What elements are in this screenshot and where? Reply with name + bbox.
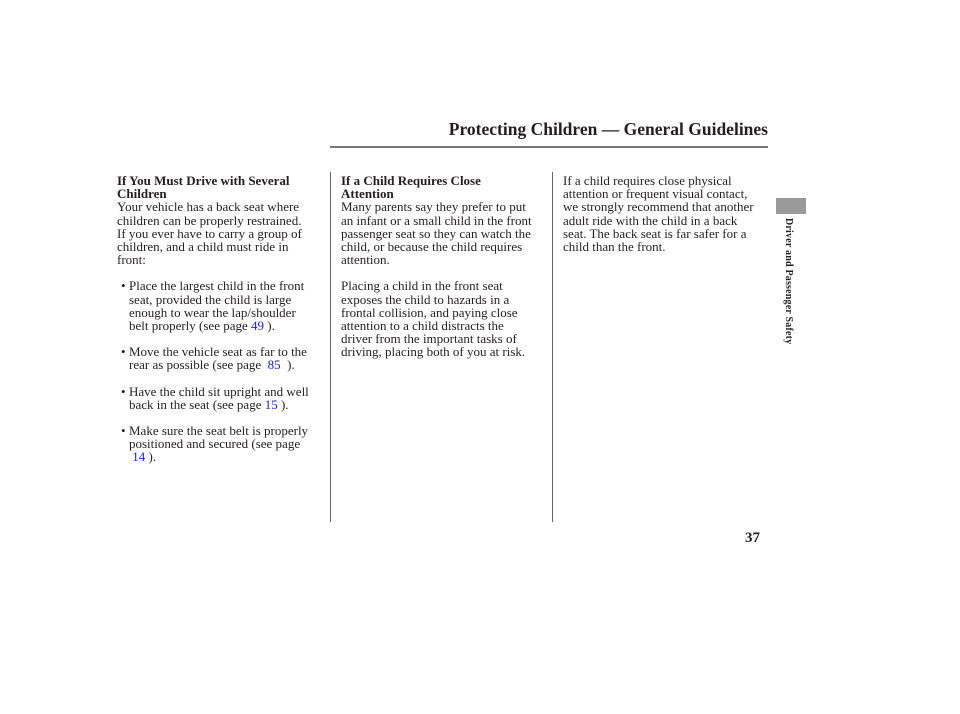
column-divider (552, 172, 554, 522)
text-line: Many parents say they prefer to put (341, 199, 526, 215)
page-title: Protecting Children — General Guidelines (448, 119, 768, 139)
text-line: driver from the important tasks of (341, 331, 517, 347)
text-line: If a child requires close physical (563, 173, 732, 188)
section-label: Driver and Passenger Safety (783, 218, 794, 345)
text-line: seat, provided the child is large (129, 291, 292, 307)
bullet-item: • Make sure the seat belt is properly posi… (117, 424, 309, 464)
text: ). (280, 357, 295, 373)
text-line: we strongly recommend that another (563, 199, 754, 215)
text-line: an infant or a small child in the front (341, 212, 532, 228)
text-line: children can be properly restrained. (117, 212, 302, 228)
page-number: 37 (745, 530, 760, 546)
column-divider (330, 172, 332, 522)
text-line: attention. (341, 252, 390, 268)
text-line: passenger seat so they can watch the (341, 225, 531, 241)
text-line: Your vehicle has a back seat where (117, 199, 300, 215)
text-line: Placing a child in the front seat (341, 278, 503, 294)
bullet-icon: • (121, 344, 126, 360)
text-line: Make sure the seat belt is properly (129, 423, 309, 439)
spacer (117, 372, 309, 385)
text-line: child, or because the child requires (341, 239, 523, 255)
text: back in the seat (see page (129, 396, 265, 412)
text-line: back in the seat (see page 15 ). (129, 398, 309, 411)
bullet-icon: • (121, 423, 126, 439)
text: belt properly (see page (129, 318, 252, 334)
bullet-icon: • (121, 278, 126, 294)
section-heading: If a Child Requires Close (341, 173, 481, 188)
text-line: Move the vehicle seat as far to the (129, 344, 307, 360)
text: ). (277, 396, 289, 412)
header-rule (330, 146, 768, 148)
bullet-item: • Move the vehicle seat as far to the rear… (117, 344, 309, 372)
text-line: attention or frequent visual contact, (563, 186, 748, 202)
text-line: driving, placing both of you at risk. (341, 344, 526, 360)
text-line: exposes the child to hazards in a (341, 291, 510, 307)
section-heading: Children (117, 186, 167, 202)
text: ). (264, 318, 275, 334)
page-link[interactable]: 14 (132, 449, 146, 465)
text-line: rear as possible (see page 85 ). (129, 358, 309, 371)
text-line: If you ever have to carry a group of (117, 225, 302, 241)
section-tab-marker (776, 198, 806, 214)
text-line: Place the largest child in the front (129, 278, 305, 294)
text-line: seat. The back seat is far safer for a (563, 225, 747, 241)
page-link[interactable]: 85 (267, 357, 281, 373)
text-line: child than the front. (563, 239, 666, 255)
bullet-item: • Place the largest child in the front sea… (117, 279, 309, 332)
page-link[interactable]: 49 (251, 318, 265, 334)
column-close-attention: If a Child Requires Close Attention Many p… (341, 174, 532, 359)
section-heading: If You Must Drive with Several (117, 173, 290, 188)
bullet-item: • Have the child sit upright and well back… (117, 383, 309, 411)
text-line: 14 ). (129, 450, 309, 463)
text-line: positioned and secured (see page (129, 436, 301, 452)
text-line: enough to wear the lap/shoulder (129, 304, 296, 320)
text-line: adult ride with the child in a back (563, 212, 738, 228)
text-line: children, and a child must ride in (117, 239, 289, 255)
page-link[interactable]: 15 (264, 396, 278, 412)
text-line: attention to a child distracts the (341, 318, 504, 334)
text-line: belt properly (see page 49 ). (129, 319, 309, 332)
text: ). (145, 449, 157, 465)
text-line: Have the child sit upright and well (129, 383, 309, 399)
text-line: frontal collision, and paying close (341, 304, 518, 320)
column-several-children: If You Must Drive with Several Children Yo… (117, 174, 309, 464)
text: rear as possible (see page (129, 357, 268, 373)
section-heading: Attention (341, 186, 394, 202)
bullet-icon: • (121, 383, 126, 399)
column-recommendation: If a child requires close physical attent… (563, 174, 754, 253)
text-line: front: (117, 252, 146, 268)
